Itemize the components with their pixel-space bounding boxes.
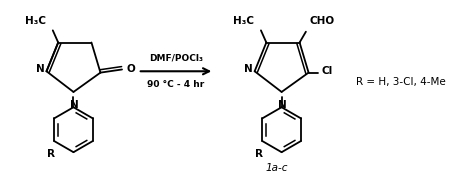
Text: H₃C: H₃C — [25, 16, 46, 26]
Text: O: O — [127, 65, 135, 74]
Text: N: N — [244, 65, 252, 74]
Text: H₃C: H₃C — [233, 16, 254, 26]
Text: 90 °C - 4 hr: 90 °C - 4 hr — [147, 80, 205, 89]
Text: 1a-c: 1a-c — [266, 163, 288, 173]
Text: N: N — [278, 100, 286, 110]
Text: CHO: CHO — [310, 16, 335, 26]
Text: Cl: Cl — [321, 66, 332, 76]
Text: R: R — [255, 149, 263, 160]
Text: DMF/POCl₃: DMF/POCl₃ — [149, 53, 203, 62]
Text: R: R — [47, 149, 55, 160]
Text: N: N — [70, 100, 78, 110]
Text: N: N — [36, 65, 44, 74]
Text: R = H, 3-Cl, 4-Me: R = H, 3-Cl, 4-Me — [356, 77, 446, 87]
